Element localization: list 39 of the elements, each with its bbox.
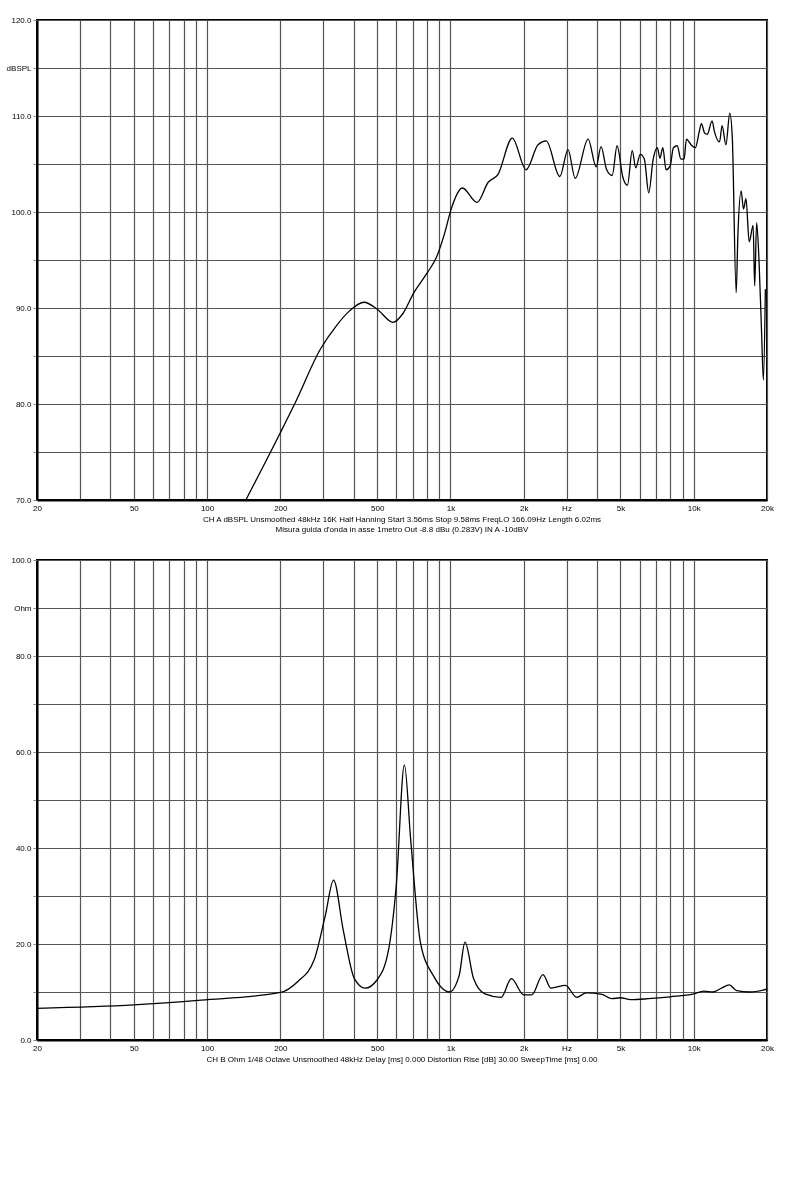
x-tick-label: Hz (562, 1043, 572, 1053)
x-tick-label: 100 (200, 503, 215, 513)
x-tick-label: 50 (129, 503, 140, 513)
y-tick-label: 70.0 (15, 495, 33, 505)
y-tick-label: 0.0 (20, 1035, 33, 1045)
y-tick-label: 100.0 (11, 207, 33, 217)
y-tick-label: 90.0 (15, 303, 33, 313)
x-tick-label: 20 (33, 503, 43, 513)
x-tick-label: 5k (616, 503, 627, 513)
y-tick-label: 100.0 (11, 555, 33, 565)
x-tick-label: Hz (562, 503, 572, 513)
y-tick-label: 110.0 (12, 111, 33, 121)
y-tick-label: 20.0 (15, 939, 33, 949)
text: CH A dBSPL Unsmoothed 48kHz 16K Half Hanning Start 3.56ms Stop 9.58ms FreqLO 166.09Hz Length 6.02ms (202, 515, 602, 524)
x-tick-label: 5k (616, 1043, 627, 1053)
y-tick-label: dBSPL (6, 63, 33, 73)
x-tick-label: 100 (200, 1043, 215, 1053)
x-tick-label: 20k (761, 1043, 775, 1053)
x-tick-label: 500 (370, 1043, 385, 1053)
x-tick-label: 20 (33, 1043, 43, 1053)
x-tick-label: 200 (274, 1043, 289, 1053)
y-tick-label: 120.0 (11, 15, 33, 25)
x-tick-label: 1k (446, 503, 457, 513)
x-tick-label: 1k (446, 1043, 457, 1053)
text: CH B Ohm 1/48 Octave Unsmoothed 48kHz Delay [ms] 0.000 Distortion Rise [dB] 30.00 SweepTime [ms] 0.00 (206, 1055, 599, 1064)
x-tick-label: 50 (129, 1043, 140, 1053)
x-tick-label: 2k (519, 1043, 530, 1053)
x-tick-label: 20k (761, 503, 775, 513)
text: Misura guida d'onda in asse 1metro Out -8.8 dBu (0.283V) IN A -10dBV (275, 525, 530, 534)
x-tick-label: 2k (519, 503, 530, 513)
x-tick-label: 10k (687, 503, 702, 513)
y-tick-label: 80.0 (15, 651, 33, 661)
y-tick-label: Ohm (14, 603, 32, 613)
y-tick-label: 80.0 (15, 399, 33, 409)
x-tick-label: 200 (274, 503, 289, 513)
y-tick-label: 60.0 (15, 747, 33, 757)
y-tick-label: 40.0 (15, 843, 33, 853)
x-tick-label: 10k (687, 1043, 702, 1053)
x-tick-label: 500 (370, 503, 385, 513)
